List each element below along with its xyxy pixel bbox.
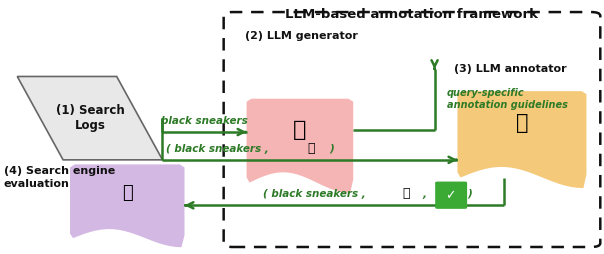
Text: 👟: 👟 (402, 187, 410, 200)
Text: ✓: ✓ (446, 189, 456, 202)
PathPatch shape (246, 99, 353, 193)
Text: 👟: 👟 (307, 142, 315, 155)
Text: ( black sneakers ,: ( black sneakers , (166, 144, 269, 153)
PathPatch shape (70, 164, 184, 247)
Text: 📋: 📋 (516, 113, 528, 133)
Polygon shape (18, 76, 162, 160)
Text: ): ) (467, 189, 472, 199)
PathPatch shape (457, 91, 586, 188)
Text: 🔧: 🔧 (293, 120, 307, 139)
Text: 📈: 📈 (122, 184, 133, 202)
Text: black sneakers: black sneakers (161, 116, 248, 126)
Text: (3) LLM annotator: (3) LLM annotator (454, 64, 567, 74)
Text: ( black sneakers ,: ( black sneakers , (263, 189, 365, 199)
Text: (2) LLM generator: (2) LLM generator (245, 31, 358, 41)
Text: ): ) (329, 144, 334, 153)
Text: (4) Search engine
evaluation: (4) Search engine evaluation (4, 166, 115, 189)
Text: LLM-based annotation framework: LLM-based annotation framework (285, 8, 538, 21)
Text: (1) Search
Logs: (1) Search Logs (56, 104, 124, 132)
Text: query-specific
annotation guidelines: query-specific annotation guidelines (446, 88, 568, 110)
Text: ,: , (423, 189, 426, 199)
FancyBboxPatch shape (435, 182, 467, 209)
